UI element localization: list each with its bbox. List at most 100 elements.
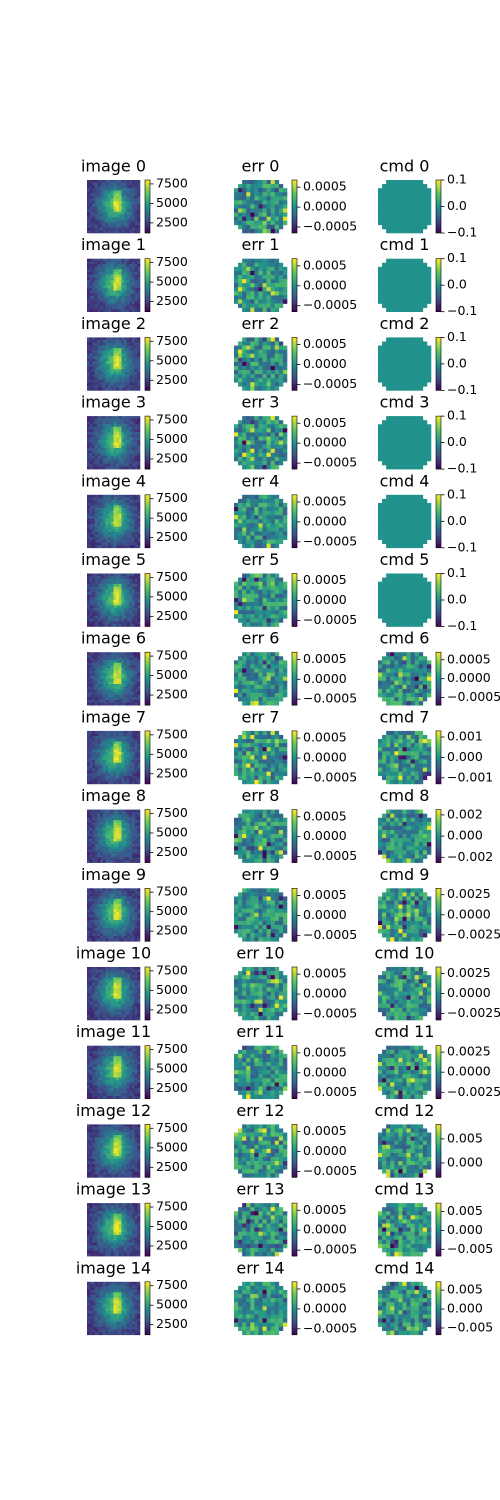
heatmap-cell — [94, 518, 98, 522]
heatmap-cell — [132, 453, 135, 457]
heatmap-cell — [242, 287, 247, 292]
heatmap-cell — [100, 445, 104, 449]
heatmap-cell — [105, 309, 109, 312]
heatmap-cell — [121, 277, 125, 281]
heatmap-cell — [258, 307, 263, 312]
heatmap-cell — [132, 298, 135, 302]
heatmap-cell — [129, 285, 133, 289]
heatmap-cell — [137, 516, 141, 519]
heatmap-cell — [129, 697, 133, 701]
heatmap-cell — [124, 605, 128, 609]
heatmap-cell — [418, 370, 424, 375]
heatmap-cell — [118, 589, 122, 593]
heatmap-cell — [254, 511, 259, 516]
heatmap-cell — [258, 456, 263, 462]
heatmap-cell — [278, 382, 284, 387]
heatmap-cell — [105, 686, 109, 690]
heatmap-cell — [250, 258, 255, 264]
heatmap-cell — [137, 195, 141, 199]
heatmap-cell — [414, 357, 420, 363]
heatmap-cell — [132, 607, 135, 611]
heatmap-cell — [137, 293, 141, 297]
heatmap-cell — [137, 500, 141, 504]
heatmap-cell — [89, 287, 93, 291]
heatmap-cell — [113, 287, 117, 291]
heatmap-cell — [262, 345, 267, 350]
heatmap-cell — [410, 208, 415, 213]
heatmap-cell — [105, 429, 109, 433]
heatmap-cell — [254, 614, 259, 619]
heatmap-cell — [94, 447, 98, 451]
heatmap-cell — [414, 577, 420, 582]
heatmap-cell — [121, 605, 125, 609]
heatmap-cell — [94, 261, 98, 265]
heatmap-cell — [126, 657, 130, 661]
heatmap-cell — [134, 264, 138, 267]
heatmap-cell — [137, 363, 141, 367]
heatmap-cell — [234, 299, 239, 304]
heatmap-cell — [266, 353, 271, 359]
heatmap-cell — [126, 201, 130, 205]
heatmap-cell — [386, 303, 391, 308]
heatmap-cell — [105, 537, 109, 541]
heatmap-cell — [94, 466, 98, 470]
heatmap-cell — [134, 190, 138, 194]
heatmap-cell — [382, 299, 387, 304]
heatmap-cell — [394, 416, 399, 421]
heatmap-cell — [132, 691, 135, 695]
heatmap-cell — [105, 187, 109, 191]
heatmap-cell — [246, 291, 251, 296]
heatmap-cell — [113, 180, 117, 183]
heatmap-cell — [242, 424, 247, 429]
heatmap-cell — [386, 507, 391, 512]
heatmap-cell — [118, 660, 122, 664]
heatmap-cell — [422, 428, 428, 433]
heatmap-cell — [94, 285, 98, 289]
heatmap-cell — [234, 291, 239, 296]
heatmap-cell — [402, 291, 407, 296]
heatmap-cell — [398, 204, 403, 209]
heatmap-cell — [94, 442, 98, 446]
heatmap-cell — [137, 686, 141, 690]
heatmap-cell — [274, 515, 280, 520]
heatmap-cell — [278, 515, 284, 520]
heatmap-cell — [110, 285, 114, 289]
heatmap-cell — [234, 602, 239, 607]
heatmap-cell — [129, 500, 133, 504]
heatmap-cell — [246, 610, 251, 615]
heatmap-cell — [110, 678, 114, 682]
heatmap-cell — [126, 576, 130, 580]
heatmap-cell — [92, 497, 96, 501]
heatmap-cell — [105, 676, 109, 679]
heatmap-cell — [87, 285, 90, 289]
heatmap-cell — [89, 576, 93, 580]
heatmap-cell — [97, 424, 101, 427]
heatmap-cell — [132, 295, 135, 299]
heatmap-cell — [266, 420, 271, 425]
heatmap-cell — [137, 576, 141, 580]
heatmap-cell — [92, 539, 96, 543]
heatmap-cell — [100, 676, 104, 679]
heatmap-cell — [418, 581, 424, 587]
heatmap-cell — [426, 589, 432, 595]
heatmap-cell — [406, 192, 411, 197]
heatmap-cell — [134, 309, 138, 312]
heatmap-cell — [124, 461, 128, 465]
heatmap-cell — [394, 370, 399, 375]
heatmap-cell — [398, 341, 403, 346]
heatmap-cell — [126, 187, 130, 191]
heatmap-cell — [254, 618, 259, 623]
heatmap-cell — [250, 519, 255, 524]
heatmap-cell — [398, 382, 403, 387]
heatmap-cell — [94, 219, 98, 223]
heatmap-cell — [132, 602, 135, 606]
heatmap-cell — [134, 463, 138, 467]
heatmap-cell — [126, 282, 130, 286]
heatmap-cell — [386, 444, 391, 450]
heatmap-cell — [414, 460, 420, 466]
heatmap-cell — [134, 377, 138, 381]
heatmap-cell — [242, 676, 247, 682]
heatmap-cell — [89, 592, 93, 595]
heatmap-cell — [410, 535, 415, 540]
heatmap-cell — [406, 444, 411, 450]
